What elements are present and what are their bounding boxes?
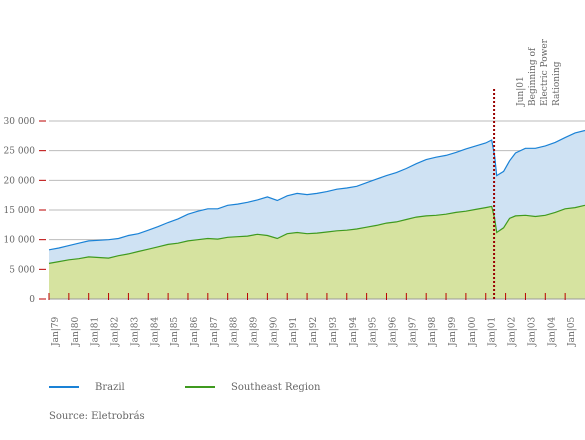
legend-item-brazil: Brazil [49,380,125,394]
y-tick-label: 15 000 [4,206,36,216]
x-tick-label: Jan|00 [468,316,478,347]
y-tick-label: 5 000 [9,265,35,275]
annotation-text: Jun|01 [516,76,526,107]
x-tick-label: Jan|02 [508,317,518,347]
y-tick-label: 10 000 [4,236,36,246]
y-tick-label: 30 000 [4,117,36,127]
x-tick-label: Jan|99 [448,316,458,347]
legend-swatch-brazil [49,386,79,388]
annotation-text: Beginning of [528,47,538,106]
x-tick-label: Jan|92 [309,317,319,347]
x-tick-label: Jan|03 [527,316,537,347]
x-tick-label: Jan|90 [269,316,279,347]
x-tick-label: Jan|98 [428,316,438,347]
y-axis-ticks: 0 5 000 10 000 15 000 20 000 25 000 30 000 [4,117,46,305]
x-tick-label: Jan|04 [547,316,557,347]
source-note: Source: Eletrobrás [49,411,145,422]
x-tick-label: Jan|05 [567,316,577,347]
x-tick-label: Jan|89 [250,316,260,347]
x-tick-label: Jan|01 [488,317,498,347]
x-tick-label: Jan|86 [190,316,200,347]
southeast-line [48,204,585,264]
y-tick-label: 20 000 [4,176,36,186]
brazil-line [48,129,585,251]
x-tick-label: Jan|85 [170,316,180,347]
x-tick-label: Jan|93 [329,316,339,347]
annotation-text: Rationing [552,61,562,106]
x-axis: Jan|79 Jan|80 Jan|81 Jan|82 Jan|83 Jan|84 Jan|… [48,293,585,347]
southeast-area [49,205,585,299]
legend-label-brazil: Brazil [95,381,125,393]
electricity-consumption-chart: 0 5 000 10 000 15 000 20 000 25 000 30 000 Jan… [4,38,585,347]
x-tick-label: Jan|96 [388,316,398,347]
x-tick-label: Jan|88 [230,316,240,347]
legend-label-southeast: Southeast Region [231,381,321,393]
legend-swatch-southeast [185,386,215,388]
x-tick-label: Jan|84 [150,316,160,347]
y-tick-label: 25 000 [4,147,36,157]
x-tick-label: Jan|79 [51,316,61,347]
x-tick-label: Jan|82 [111,317,121,347]
rationing-annotation: Jun|01 Beginning of Electric Power Rationin… [493,38,562,299]
x-tick-label: Jan|81 [91,317,101,347]
x-tick-label: Jan|80 [71,316,81,347]
x-tick-label: Jan|87 [210,316,220,347]
x-tick-label: Jan|83 [130,316,140,347]
legend-item-southeast: Southeast Region [185,380,321,394]
x-tick-label: Jan|91 [289,317,299,347]
x-tick-label: Jan|97 [408,316,418,347]
y-tick-label: 0 [29,295,35,305]
x-tick-label: Jan|95 [369,316,379,347]
annotation-text: Electric Power [540,38,550,106]
x-tick-label: Jan|94 [349,316,359,347]
